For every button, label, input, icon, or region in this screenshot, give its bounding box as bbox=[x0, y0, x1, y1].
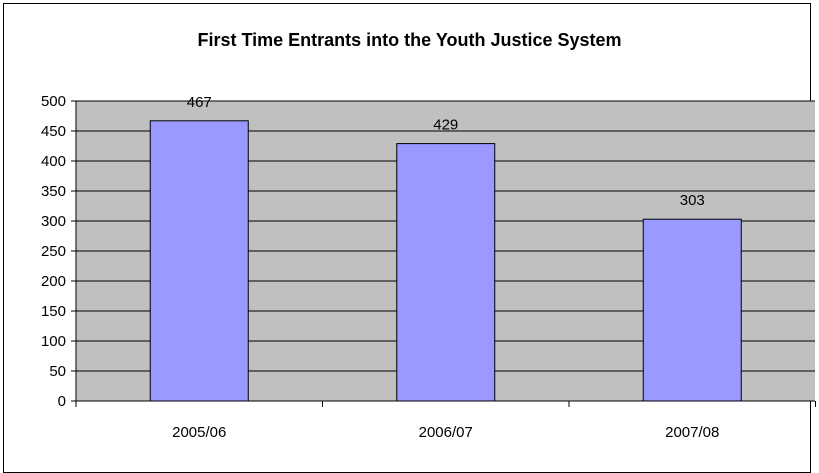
data-label: 303 bbox=[680, 192, 705, 209]
y-tick-label: 50 bbox=[49, 363, 66, 380]
y-tick-label: 200 bbox=[41, 273, 66, 290]
y-tick-label: 0 bbox=[58, 393, 66, 410]
y-tick-label: 500 bbox=[41, 93, 66, 110]
bar bbox=[149, 120, 249, 402]
y-tick-label: 450 bbox=[41, 123, 66, 140]
y-tick-label: 350 bbox=[41, 183, 66, 200]
data-label: 467 bbox=[187, 94, 212, 111]
x-tick-label: 2005/06 bbox=[172, 424, 226, 441]
y-tick-label: 100 bbox=[41, 333, 66, 350]
y-tick-label: 150 bbox=[41, 303, 66, 320]
y-tick-label: 250 bbox=[41, 243, 66, 260]
x-tick-label: 2007/08 bbox=[665, 424, 719, 441]
y-tick-label: 400 bbox=[41, 153, 66, 170]
chart-title: First Time Entrants into the Youth Justi… bbox=[197, 30, 622, 50]
bars bbox=[149, 120, 742, 402]
x-tick-label: 2006/07 bbox=[419, 424, 473, 441]
y-tick-label: 300 bbox=[41, 213, 66, 230]
y-axis-ticks: 0 50 100 150 200 250 300 350 400 450 500 bbox=[41, 93, 76, 410]
bar bbox=[396, 143, 496, 402]
data-label: 429 bbox=[433, 117, 458, 134]
bar bbox=[642, 218, 742, 402]
x-axis-ticks: 2005/06 2006/07 2007/08 bbox=[75, 401, 816, 441]
data-labels: 467 429 303 bbox=[187, 94, 705, 209]
